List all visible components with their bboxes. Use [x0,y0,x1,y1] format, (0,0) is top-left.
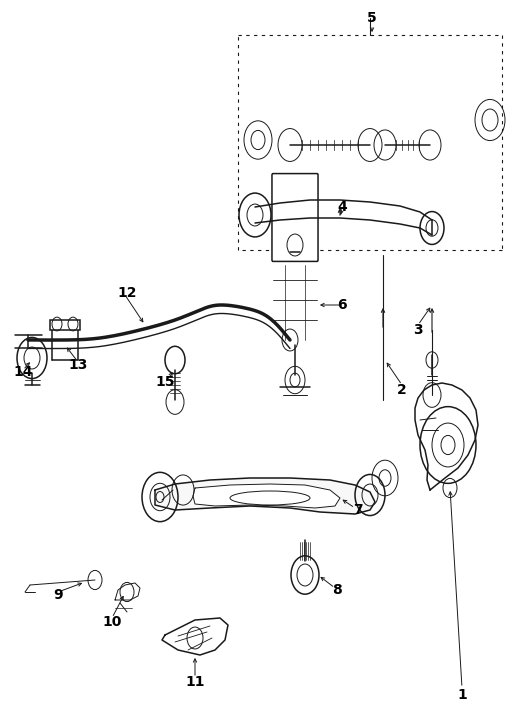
Polygon shape [155,478,375,514]
Polygon shape [162,618,228,655]
Polygon shape [115,583,140,600]
Text: 3: 3 [413,323,423,337]
Ellipse shape [230,491,310,505]
Text: 11: 11 [185,675,205,689]
Text: 4: 4 [337,200,347,214]
Text: 14: 14 [13,365,33,379]
Text: 2: 2 [397,383,407,397]
Text: 5: 5 [367,11,377,25]
Text: 12: 12 [117,286,137,300]
Polygon shape [193,484,340,508]
Text: 13: 13 [68,358,88,372]
Polygon shape [415,383,478,490]
Text: 8: 8 [332,583,342,597]
Text: 15: 15 [155,375,175,389]
Text: 10: 10 [102,615,122,629]
FancyBboxPatch shape [272,174,318,262]
FancyBboxPatch shape [50,320,80,330]
Text: 6: 6 [337,298,347,312]
Text: 9: 9 [53,588,63,602]
Text: 1: 1 [457,688,467,702]
Text: 7: 7 [353,503,363,517]
